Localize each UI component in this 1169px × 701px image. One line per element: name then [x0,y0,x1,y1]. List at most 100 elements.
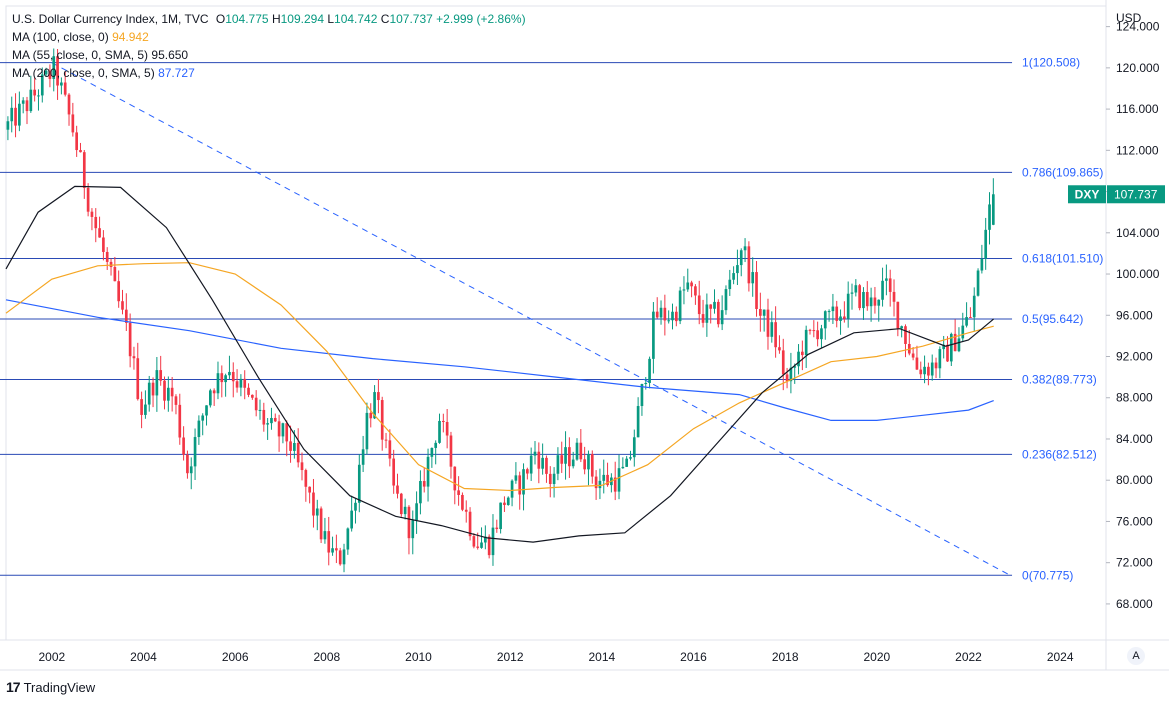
candle-body [736,265,739,274]
candle-body [182,437,185,455]
candle-body [556,455,560,474]
candle-body [930,362,934,376]
candle-body [862,291,865,309]
last-price-badge-bg [1107,185,1165,204]
candle-body [231,371,235,382]
candle-body [354,502,357,511]
x-axis[interactable]: 2002 2004 2006 2008 2010 2012 2014 2016 2018 2020… [38,650,1073,664]
candle-body [193,437,197,467]
fib-label: 0(70.775) [1022,568,1073,582]
candle-body [281,423,285,437]
candle-body [728,279,732,290]
candle-body [461,494,464,510]
candle-body [445,422,449,436]
y-tick-label: 72.000 [1116,556,1153,570]
candle-body [659,307,663,318]
low-value: 104.742 [334,12,378,26]
candle-body [732,273,735,280]
candle-body [438,420,441,443]
candle-body [67,94,71,115]
candle-body [147,382,151,405]
candle-body [976,270,980,296]
candle-body [923,366,926,375]
candle-body [79,150,82,153]
tradingview-branding[interactable]: 17 TradingView [6,679,95,695]
candle-body [946,344,949,362]
candle-body [854,285,858,293]
candle-body [503,502,506,505]
candle-body [499,502,502,530]
auto-scale-button[interactable]: A [1127,647,1145,665]
candle-body [602,474,606,481]
legend-ma200[interactable]: MA (200, close, 0, SMA, 5) 87.727 [12,64,526,82]
candle-body [571,459,575,467]
candle-body [949,333,953,362]
candle-body [877,299,881,306]
candle-body [163,380,166,401]
candle-body [140,399,143,415]
candle-body [713,301,716,309]
candle-body [411,520,415,539]
candle-body [209,390,212,406]
fib-label: 0.5(95.642) [1022,312,1083,326]
candle-body [739,250,743,266]
ma200-line [5,299,994,421]
ma55-value: 95.650 [151,48,189,62]
candle-body [484,536,487,543]
legend-ma100[interactable]: MA (100, close, 0) 94.942 [12,28,526,46]
candle-body [988,204,991,230]
candle-body [90,211,94,217]
ma100-label: MA (100, close, 0) [12,30,109,44]
candle-body [323,531,327,540]
legend-ma55[interactable]: MA (55, close, 0, SMA, 5) 95.650 [12,46,526,64]
candle-body [632,437,636,458]
candle-body [648,358,651,383]
candle-body [846,293,850,319]
candle-body [919,369,923,375]
candle-body [579,442,583,460]
x-tick-label: 2018 [772,650,799,664]
candle-body [224,375,227,383]
candle-body [487,536,491,556]
y-axis[interactable]: 124.000120.000116.000112.000108.000104.0… [1106,11,1160,611]
candle-body [900,326,903,329]
candle-body [904,326,907,344]
candle-body [40,74,44,96]
candle-body [293,442,296,451]
candle-body [835,306,839,321]
candle-body [537,451,541,469]
candle-body [774,322,777,348]
candle-body [377,392,380,401]
x-tick-label: 2004 [130,650,157,664]
candle-body [128,322,132,357]
candle-body [804,329,808,356]
candle-body [671,311,674,321]
candle-body [441,420,445,423]
candle-body [117,281,121,302]
candle-body [254,397,258,411]
candle-body [529,455,533,474]
candle-body [273,417,277,422]
candle-body [86,187,90,212]
candle-body [102,237,105,252]
candle-body [178,404,182,438]
candle-body [338,550,342,565]
candle-body [132,356,136,359]
candle-body [652,311,655,359]
candle-body [373,392,376,419]
candle-body [335,548,338,551]
candle-body [663,307,667,321]
candle-body [686,282,690,290]
candle-body [969,317,972,319]
candle-body [506,497,510,505]
candle-body [526,469,529,474]
y-tick-label: 120.000 [1116,61,1160,75]
candle-body [247,387,250,395]
y-tick-label: 112.000 [1116,143,1159,157]
candle-body [136,358,140,400]
candle-body [170,387,174,397]
candle-body [892,291,896,302]
candle-body [533,451,537,456]
legend-ohlc: U.S. Dollar Currency Index, 1M, TVC O104… [12,10,526,28]
